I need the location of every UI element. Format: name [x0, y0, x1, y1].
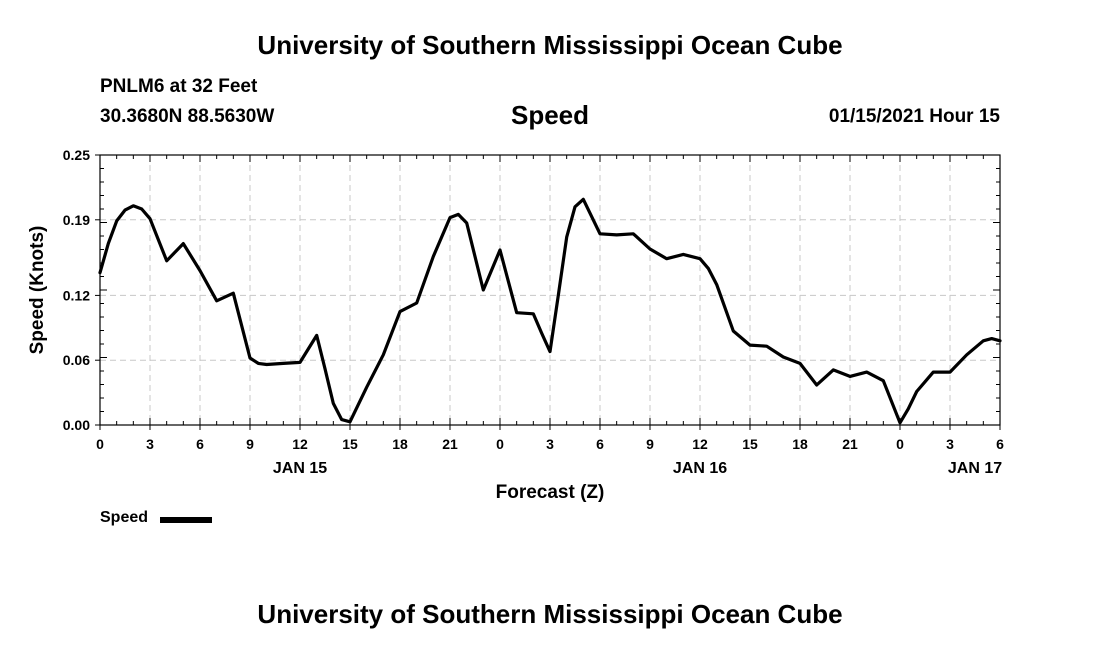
series-line-speed [98, 197, 1002, 425]
y-tick-label: 0.00 [63, 417, 90, 433]
station-label: PNLM6 at 32 Feet [100, 76, 258, 97]
x-tick-label: 18 [792, 436, 808, 452]
x-tick-label: 6 [996, 436, 1004, 452]
x-tick-label: 12 [692, 436, 708, 452]
legend-label: Speed [100, 509, 149, 526]
x-tick-label: 3 [146, 436, 154, 452]
chart-title-bottom: University of Southern Mississippi Ocean… [257, 599, 843, 629]
x-tick-label: 15 [342, 436, 358, 452]
x-axis-label: Forecast (Z) [495, 482, 605, 503]
chart-title-top: University of Southern Mississippi Ocean… [257, 30, 843, 60]
coordinates-label: 30.3680N 88.5630W [100, 106, 275, 127]
x-tick-label: 18 [392, 436, 408, 452]
y-tick-label: 0.06 [63, 352, 90, 368]
x-tick-label: 6 [196, 436, 204, 452]
date-label: JAN 17 [948, 460, 1002, 477]
x-tick-label: 3 [546, 436, 554, 452]
x-tick-label: 0 [96, 436, 104, 452]
x-tick-label: 3 [946, 436, 954, 452]
x-tick-label: 6 [596, 436, 604, 452]
y-axis-label: Speed (Knots) [27, 225, 48, 355]
x-tick-label: 21 [442, 436, 458, 452]
variable-title: Speed [510, 100, 590, 130]
date-label: JAN 15 [273, 460, 327, 477]
y-tick-label: 0.12 [63, 287, 90, 303]
x-tick-label: 0 [496, 436, 504, 452]
x-tick-label: 21 [842, 436, 858, 452]
forecast-datetime: 01/15/2021 Hour 15 [828, 106, 1000, 127]
x-tick-label: 12 [292, 436, 308, 452]
x-tick-label: 9 [646, 436, 654, 452]
x-tick-label: 0 [896, 436, 904, 452]
legend-swatch [160, 517, 212, 523]
y-tick-label: 0.19 [63, 212, 90, 228]
x-tick-label: 15 [742, 436, 758, 452]
date-label: JAN 16 [673, 460, 727, 477]
x-tick-label: 9 [246, 436, 254, 452]
y-tick-label: 0.25 [63, 147, 90, 163]
